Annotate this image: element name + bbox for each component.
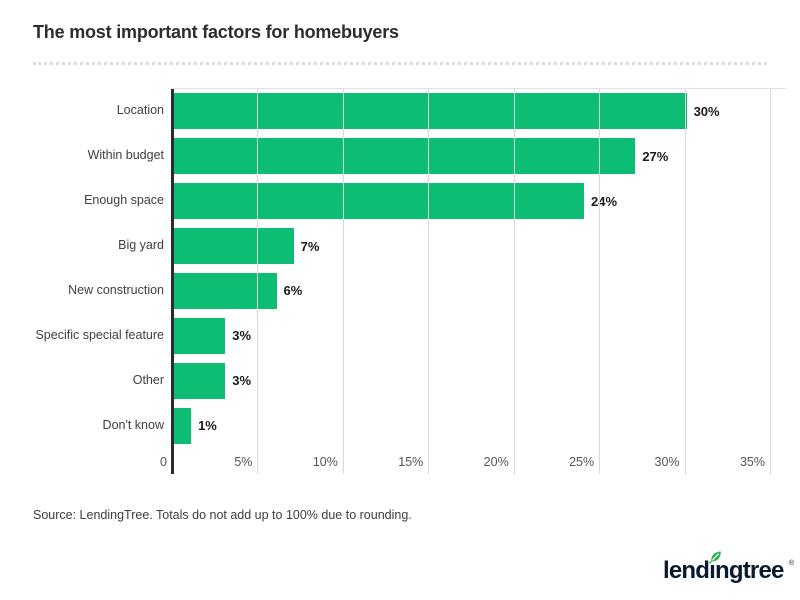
bar-value-label: 24% <box>591 193 618 209</box>
bar-within-budget <box>174 138 636 175</box>
category-axis-labels: Location Within budget Enough space Big yar… <box>0 88 164 447</box>
bar-don-t-know <box>174 407 192 444</box>
gridline-25% <box>599 89 601 474</box>
bar-other <box>174 362 226 399</box>
source-note: Source: LendingTree. Totals do not add u… <box>33 508 412 522</box>
bar-new-construction <box>174 272 277 309</box>
bar-value-label: 6% <box>283 283 303 299</box>
gridline-15% <box>428 89 430 474</box>
bar-value-label: 27% <box>642 148 669 164</box>
bar-row: 1% <box>174 403 788 448</box>
bar-row: 7% <box>174 224 788 269</box>
bar-value-label: 1% <box>198 418 217 434</box>
bar-row: 3% <box>174 358 788 403</box>
leaf-icon <box>708 551 721 564</box>
plot-area: 30% 27% 24% 7% 6% 3% 3% 1% 0 5% 10% 15% 20% 25% 30% 35… <box>160 88 788 474</box>
bar-row: 30% <box>174 89 788 134</box>
x-tick-label: 25% <box>569 455 595 469</box>
x-tick-label: 35% <box>739 455 765 469</box>
x-tick-label: 15% <box>398 455 424 469</box>
bar-location <box>174 93 687 130</box>
gridline-5% <box>257 89 259 474</box>
bar-row: 24% <box>174 179 788 224</box>
x-tick-label: 0 <box>160 455 167 469</box>
bar-value-label: 7% <box>300 238 320 254</box>
bar-value-label: 3% <box>232 373 252 389</box>
y-axis-line <box>171 89 174 474</box>
gridline-20% <box>513 89 515 474</box>
gridline-30% <box>684 89 686 474</box>
lendingtree-logo: lendıngtree ® <box>663 551 794 593</box>
gridline-10% <box>342 89 344 474</box>
bar-row: 6% <box>174 269 788 314</box>
bar-value-label: 3% <box>232 328 252 344</box>
x-tick-label: 10% <box>312 455 338 469</box>
bar-row: 3% <box>174 313 788 358</box>
x-tick-label: 5% <box>234 455 253 469</box>
category-label: Specific special feature <box>35 327 164 342</box>
category-label: Location <box>116 103 164 118</box>
category-label: New construction <box>68 282 164 297</box>
x-tick-label: 20% <box>483 455 509 469</box>
bar-enough-space <box>174 183 585 220</box>
category-label: Don't know <box>102 417 164 432</box>
bars-container: 30% 27% 24% 7% 6% 3% 3% 1% <box>174 89 788 448</box>
bar-value-label: 30% <box>693 103 720 119</box>
x-tick-label: 30% <box>654 455 680 469</box>
registered-trademark-symbol: ® <box>788 560 794 567</box>
gridline-35% <box>770 89 771 474</box>
category-label: Enough space <box>84 193 164 208</box>
bar-row: 27% <box>174 134 788 179</box>
title-divider <box>33 62 767 65</box>
category-label: Big yard <box>118 238 164 253</box>
category-label: Other <box>132 372 164 387</box>
category-label: Within budget <box>87 148 164 163</box>
chart-title: The most important factors for homebuyer… <box>33 22 399 42</box>
bar-big-yard <box>174 228 294 265</box>
logo-wordmark: lendıngtree <box>663 557 784 584</box>
bar-specific-special-feature <box>174 317 226 354</box>
